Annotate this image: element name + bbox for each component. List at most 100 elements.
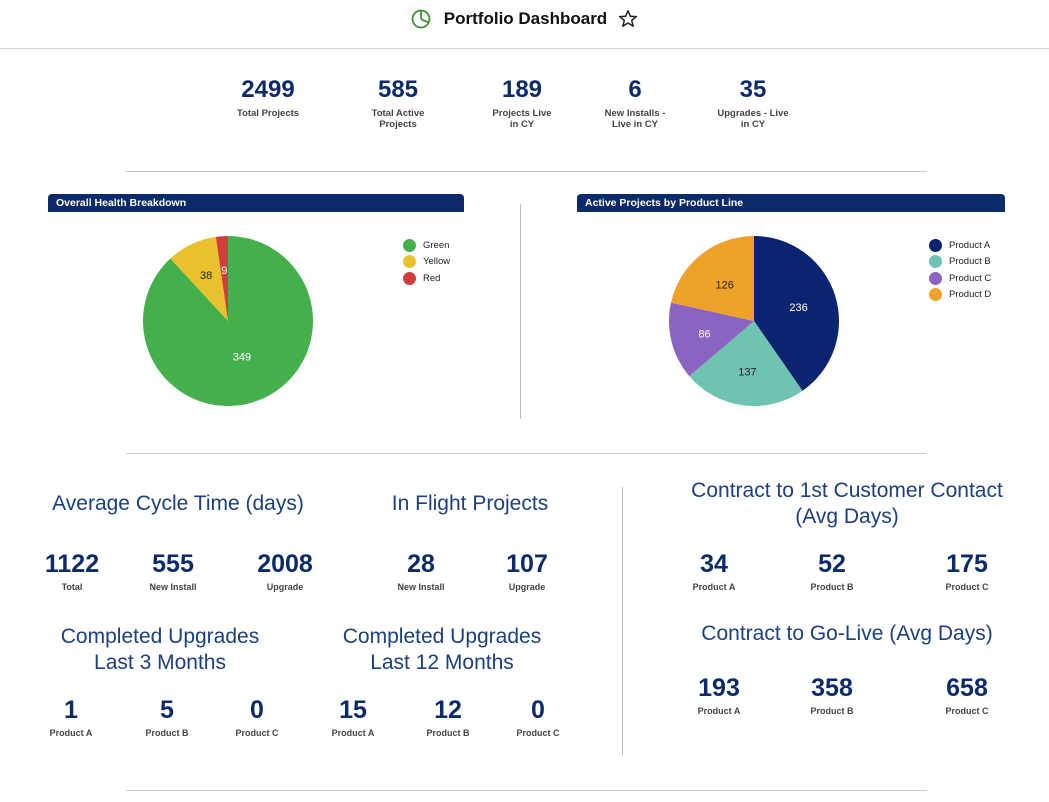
legend-item-product-a[interactable]: Product A [929, 237, 991, 254]
metric-label: Product B [426, 728, 470, 738]
pie-data-label: 38 [200, 270, 212, 282]
metric-label: Total [61, 582, 83, 592]
pie-data-label: 349 [233, 352, 251, 364]
metric-label: Product B [810, 706, 854, 716]
title-line: Last 3 Months [94, 651, 226, 674]
legend-swatch [403, 255, 416, 269]
legend-label: Yellow [423, 256, 451, 268]
legend-item-green[interactable]: Green [403, 237, 450, 254]
kpi-label: New Installs - Live in CY [604, 108, 666, 130]
golive-product-c: 658 Product C [917, 673, 1017, 716]
in-flight-upgrade: 107 Upgrade [477, 549, 577, 592]
title-line: Completed Upgrades [60, 625, 260, 648]
metric-value: 1 [64, 696, 78, 724]
pie-data-label: 9 [221, 265, 227, 277]
metric-label: Product C [945, 582, 989, 592]
divider [126, 790, 927, 791]
kpi-total-projects: 2499 Total Projects [218, 76, 318, 119]
upgrades-12m-title: Completed Upgrades Last 12 Months [312, 624, 572, 676]
metric-label: New Install [149, 582, 197, 592]
kpi-value: 189 [501, 76, 543, 103]
metric-label: Upgrade [508, 582, 546, 592]
metric-label: Product A [49, 728, 93, 738]
kpi-label: Total Projects [236, 108, 300, 119]
pie-slice-product-c[interactable] [669, 302, 754, 377]
favorite-star-icon[interactable] [618, 9, 638, 29]
page-header: Portfolio Dashboard [0, 0, 1049, 49]
health-chart-header: Overall Health Breakdown [48, 194, 464, 212]
legend-swatch [929, 288, 942, 302]
upgrades-3m-product-a: 1 Product A [21, 695, 121, 738]
metric-value: 2008 [257, 550, 313, 578]
pie-slice-product-a[interactable] [754, 236, 839, 391]
contact-product-a: 34 Product A [664, 549, 764, 592]
title-line: Last 12 Months [370, 651, 514, 674]
product-legend: Product A Product B Product C Product D [929, 237, 991, 303]
metric-label: New Install [397, 582, 445, 592]
legend-swatch [403, 271, 416, 285]
kpi-projects-live-cy: 189 Projects Live in CY [472, 76, 572, 130]
legend-label: Product D [949, 289, 992, 301]
legend-label: Red [423, 272, 441, 284]
upgrades-3m-title: Completed Upgrades Last 3 Months [30, 624, 290, 676]
kpi-label: Upgrades - Live in CY [717, 108, 789, 130]
metric-label: Product A [692, 582, 736, 592]
golive-product-b: 358 Product B [782, 673, 882, 716]
pie-data-label: 236 [789, 302, 807, 314]
metric-value: 28 [407, 550, 435, 578]
kpi-upgrades-live-cy: 35 Upgrades - Live in CY [703, 76, 803, 130]
legend-swatch [929, 238, 942, 252]
metric-value: 34 [700, 550, 728, 578]
metric-label: Product B [145, 728, 189, 738]
health-pie-chart: 349 38 9 [143, 236, 313, 406]
in-flight-new-install: 28 New Install [371, 549, 471, 592]
contract-contact-title: Contract to 1st Customer Contact (Avg Da… [662, 478, 1032, 530]
legend-item-product-b[interactable]: Product B [929, 254, 991, 271]
pie-slice-yellow[interactable] [170, 236, 228, 321]
dashboard-icon [411, 9, 431, 29]
metric-value: 107 [506, 550, 548, 578]
kpi-total-active-projects: 585 Total Active Projects [348, 76, 448, 130]
kpi-value: 2499 [241, 76, 295, 103]
pie-data-label: 126 [716, 280, 734, 292]
metric-value: 5 [160, 696, 174, 724]
title-line: Contract to 1st Customer Contact [691, 479, 1003, 502]
in-flight-title: In Flight Projects [391, 492, 549, 515]
divider [126, 171, 927, 172]
metric-label: Product B [810, 582, 854, 592]
legend-swatch [929, 271, 942, 285]
section-divider [622, 487, 623, 755]
title-line: (Avg Days) [795, 505, 899, 528]
contact-product-c: 175 Product C [917, 549, 1017, 592]
upgrades-3m-product-c: 0 Product C [207, 695, 307, 738]
kpi-label: Projects Live in CY [492, 108, 552, 130]
contact-product-b: 52 Product B [782, 549, 882, 592]
legend-item-product-c[interactable]: Product C [929, 270, 991, 287]
metric-value: 15 [339, 696, 367, 724]
legend-swatch [403, 238, 416, 252]
legend-item-yellow[interactable]: Yellow [403, 254, 450, 271]
kpi-value: 35 [739, 76, 767, 103]
upgrades-12m-product-a: 15 Product A [303, 695, 403, 738]
legend-item-product-d[interactable]: Product D [929, 287, 991, 304]
legend-label: Green [423, 239, 450, 251]
metric-label: Upgrade [266, 582, 304, 592]
kpi-value: 585 [377, 76, 419, 103]
pie-slice-red[interactable] [215, 236, 228, 321]
metric-value: 658 [946, 674, 988, 702]
metric-value: 0 [250, 696, 264, 724]
pie-slice-product-d[interactable] [671, 236, 754, 321]
upgrades-12m-product-b: 12 Product B [398, 695, 498, 738]
cycle-upgrade: 2008 Upgrade [235, 549, 335, 592]
divider [126, 453, 927, 454]
kpi-label: Total Active Projects [371, 108, 425, 130]
metric-value: 52 [818, 550, 846, 578]
cycle-total: 1122 Total [22, 549, 122, 592]
upgrades-3m-product-b: 5 Product B [117, 695, 217, 738]
pie-slice-product-b[interactable] [689, 321, 803, 406]
metric-value: 358 [811, 674, 853, 702]
metric-label: Product A [697, 706, 741, 716]
legend-item-red[interactable]: Red [403, 270, 450, 287]
metric-value: 1122 [44, 550, 100, 578]
chart-divider [520, 204, 521, 419]
